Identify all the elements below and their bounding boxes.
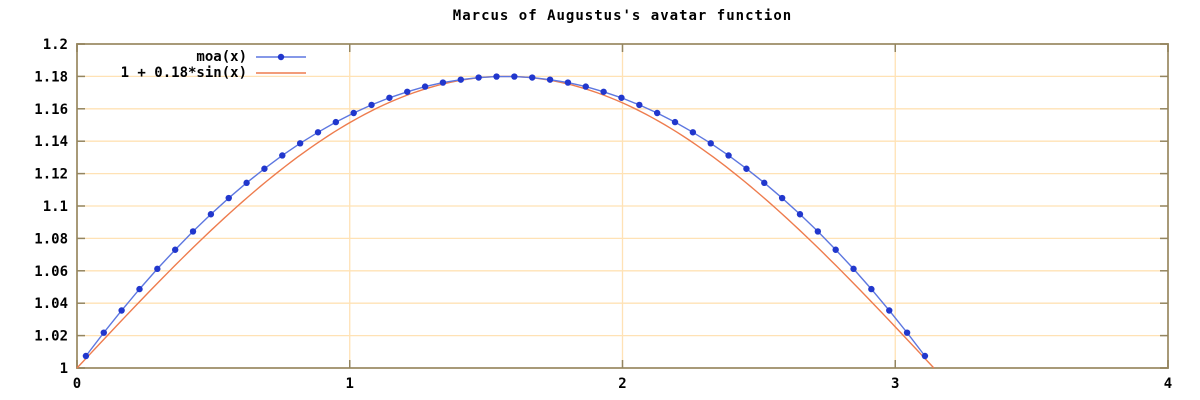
legend-label-sin: 1 + 0.18*sin(x): [120, 65, 247, 81]
y-tick-label: 1.06: [34, 264, 68, 280]
chart-title: Marcus of Augustus's avatar function: [452, 8, 793, 24]
series-moa-point: [171, 246, 179, 253]
series-moa-point: [457, 76, 465, 83]
x-tick-label: 3: [891, 376, 899, 392]
series-moa-point: [511, 73, 518, 80]
series-moa-point: [386, 94, 393, 101]
y-tick-label: 1.08: [34, 231, 68, 247]
series-moa-point: [850, 265, 857, 273]
series-moa-point: [653, 109, 661, 117]
y-tick-label: 1.16: [34, 102, 68, 118]
series-moa-point: [154, 265, 161, 273]
series-moa-point: [368, 101, 375, 109]
legend: moa(x) 1 + 0.18*sin(x): [77, 49, 306, 81]
series-moa-point: [529, 74, 536, 81]
series-moa-point: [814, 228, 822, 235]
y-tick-label: 1.04: [34, 296, 68, 312]
series-moa-point: [903, 329, 911, 336]
series-moa-point: [636, 101, 643, 109]
series-moa-point: [225, 194, 232, 202]
series-moa-point: [689, 129, 697, 136]
y-tick-label: 1.18: [34, 69, 68, 85]
series-moa-point: [886, 307, 893, 314]
series-moa-point: [421, 83, 429, 90]
series-moa-point: [279, 152, 286, 159]
legend-item-moa: moa(x): [77, 49, 306, 65]
series-moa-point: [564, 79, 572, 86]
series-moa-point: [243, 179, 250, 187]
y-tick-label: 1: [60, 361, 68, 377]
series-moa-point: [868, 285, 875, 293]
series-moa-point: [82, 352, 90, 360]
series-moa-point: [332, 118, 340, 126]
y-tick-label: 1.2: [43, 37, 68, 53]
series-moa-point: [404, 88, 411, 95]
series-moa-point: [582, 83, 589, 90]
legend-sample-sin-icon: [256, 72, 306, 74]
series-moa-point: [832, 246, 839, 253]
series-moa-point: [136, 285, 143, 293]
x-tick-label: 0: [73, 376, 81, 392]
series-moa-point: [796, 211, 804, 218]
series-moa-point: [743, 165, 750, 172]
x-tick-label: 4: [1164, 376, 1172, 392]
y-tick-label: 1.14: [34, 134, 68, 150]
series-moa-point: [314, 129, 322, 136]
series-moa-point: [439, 79, 447, 86]
legend-label-moa: moa(x): [196, 49, 247, 65]
series-moa-point: [778, 194, 786, 202]
series-moa-point: [600, 88, 607, 95]
x-tick-label: 1: [346, 376, 354, 392]
series-moa-point: [671, 118, 679, 126]
series-moa-curve: [85, 75, 926, 357]
series-moa-point: [100, 329, 107, 336]
series-moa-point: [618, 94, 625, 101]
series-moa-point: [261, 165, 268, 172]
series-moa-point: [493, 73, 500, 80]
y-tick-label: 1.02: [34, 329, 68, 345]
series-moa-point: [207, 211, 215, 218]
legend-sample-moa-icon: [256, 53, 306, 61]
series-moa-point: [296, 140, 304, 147]
series-moa-point: [189, 228, 197, 235]
series-sin-curve: [76, 75, 935, 369]
series-moa-point: [350, 109, 357, 117]
x-tick-label: 2: [618, 376, 626, 392]
series-moa-point: [725, 152, 732, 159]
series-moa-point: [921, 352, 929, 360]
series-moa-point: [761, 179, 768, 187]
series-moa-point: [707, 140, 714, 147]
y-tick-label: 1.1: [43, 199, 68, 215]
y-tick-label: 1.12: [34, 167, 68, 183]
series-moa-point: [546, 76, 554, 83]
legend-item-sin: 1 + 0.18*sin(x): [77, 65, 306, 81]
series-moa-point: [118, 307, 125, 314]
series-moa-point: [475, 74, 482, 81]
